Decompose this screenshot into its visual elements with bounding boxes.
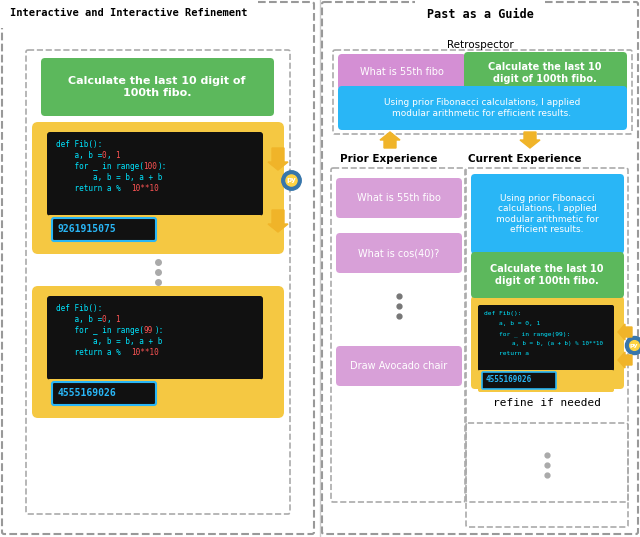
Text: Interactive and Interactive Refinement: Interactive and Interactive Refinement bbox=[10, 8, 248, 18]
Text: 99: 99 bbox=[143, 326, 152, 335]
Text: 0: 0 bbox=[101, 151, 106, 160]
FancyBboxPatch shape bbox=[471, 252, 624, 298]
Text: Past as a Guide: Past as a Guide bbox=[427, 8, 533, 21]
Text: for _ in range(99):: for _ in range(99): bbox=[484, 331, 570, 337]
Text: Current Experience: Current Experience bbox=[468, 154, 582, 164]
FancyBboxPatch shape bbox=[47, 296, 263, 380]
Text: a, b = 0, 1: a, b = 0, 1 bbox=[484, 321, 540, 326]
Text: def Fib():: def Fib(): bbox=[484, 311, 522, 316]
Text: Calculate the last 10
digit of 100th fibo.: Calculate the last 10 digit of 100th fib… bbox=[490, 264, 604, 286]
Text: Draw Avocado chair: Draw Avocado chair bbox=[350, 361, 447, 371]
Text: return a %: return a % bbox=[56, 348, 125, 357]
FancyBboxPatch shape bbox=[338, 86, 627, 130]
Text: 100: 100 bbox=[143, 162, 157, 171]
Text: a, b = b, (a + b) % 10**10: a, b = b, (a + b) % 10**10 bbox=[484, 341, 603, 346]
Text: 9261915075: 9261915075 bbox=[58, 224, 116, 234]
FancyBboxPatch shape bbox=[478, 305, 614, 371]
Polygon shape bbox=[520, 132, 540, 148]
FancyBboxPatch shape bbox=[336, 178, 462, 218]
Text: a, b = b, a + b: a, b = b, a + b bbox=[56, 337, 163, 346]
FancyBboxPatch shape bbox=[471, 296, 624, 389]
Text: Calculate the last 10 digit of
100th fibo.: Calculate the last 10 digit of 100th fib… bbox=[68, 76, 246, 98]
Text: ,: , bbox=[107, 315, 116, 324]
FancyBboxPatch shape bbox=[47, 215, 263, 245]
FancyBboxPatch shape bbox=[482, 372, 556, 389]
Text: What is 55th fibo: What is 55th fibo bbox=[357, 193, 441, 203]
FancyBboxPatch shape bbox=[471, 174, 624, 254]
FancyBboxPatch shape bbox=[47, 132, 263, 216]
FancyBboxPatch shape bbox=[336, 346, 462, 386]
Text: ,: , bbox=[107, 151, 116, 160]
Polygon shape bbox=[268, 148, 288, 170]
Text: for _ in range(: for _ in range( bbox=[56, 326, 144, 335]
Text: a, b =: a, b = bbox=[56, 315, 107, 324]
FancyBboxPatch shape bbox=[47, 379, 263, 409]
Polygon shape bbox=[618, 324, 632, 340]
Text: Using prior Fibonacci
calculations, I applied
modular arithmetic for
efficient r: Using prior Fibonacci calculations, I ap… bbox=[495, 194, 598, 234]
FancyBboxPatch shape bbox=[478, 370, 614, 392]
FancyBboxPatch shape bbox=[32, 286, 284, 418]
Text: 10**10: 10**10 bbox=[131, 184, 159, 193]
FancyBboxPatch shape bbox=[32, 122, 284, 254]
Text: py: py bbox=[630, 343, 638, 347]
Text: 10**10: 10**10 bbox=[131, 348, 159, 357]
Text: 1: 1 bbox=[115, 151, 120, 160]
Text: return a: return a bbox=[484, 351, 529, 356]
Polygon shape bbox=[618, 352, 632, 368]
Polygon shape bbox=[380, 132, 400, 148]
Text: a, b =: a, b = bbox=[56, 151, 107, 160]
Text: ):: ): bbox=[155, 326, 164, 335]
FancyBboxPatch shape bbox=[41, 58, 274, 116]
Text: 0: 0 bbox=[101, 315, 106, 324]
FancyBboxPatch shape bbox=[336, 233, 462, 273]
FancyBboxPatch shape bbox=[52, 382, 156, 405]
Text: Calculate the last 10
digit of 100th fibo.: Calculate the last 10 digit of 100th fib… bbox=[488, 62, 602, 84]
Text: 4555169026: 4555169026 bbox=[486, 375, 532, 384]
Text: return a %: return a % bbox=[56, 184, 125, 193]
FancyBboxPatch shape bbox=[52, 218, 156, 241]
Text: refine if needed: refine if needed bbox=[493, 398, 601, 408]
FancyBboxPatch shape bbox=[464, 52, 627, 94]
Polygon shape bbox=[268, 210, 288, 232]
Text: 4555169026: 4555169026 bbox=[58, 388, 116, 398]
Text: a, b = b, a + b: a, b = b, a + b bbox=[56, 173, 163, 182]
Text: ):: ): bbox=[158, 162, 167, 171]
Text: py: py bbox=[286, 177, 296, 183]
Text: 1: 1 bbox=[115, 315, 120, 324]
Text: What is 55th fibo: What is 55th fibo bbox=[360, 67, 444, 77]
Text: What is cos(40)?: What is cos(40)? bbox=[358, 248, 440, 258]
Text: def Fib():: def Fib(): bbox=[56, 304, 102, 313]
Text: Retrospector: Retrospector bbox=[447, 40, 513, 50]
Text: def Fib():: def Fib(): bbox=[56, 140, 102, 149]
Text: for _ in range(: for _ in range( bbox=[56, 162, 144, 171]
Text: Using prior Fibonacci calculations, I applied
modular arithmetic for efficient r: Using prior Fibonacci calculations, I ap… bbox=[384, 98, 580, 118]
FancyBboxPatch shape bbox=[338, 54, 466, 90]
Text: Prior Experience: Prior Experience bbox=[340, 154, 438, 164]
